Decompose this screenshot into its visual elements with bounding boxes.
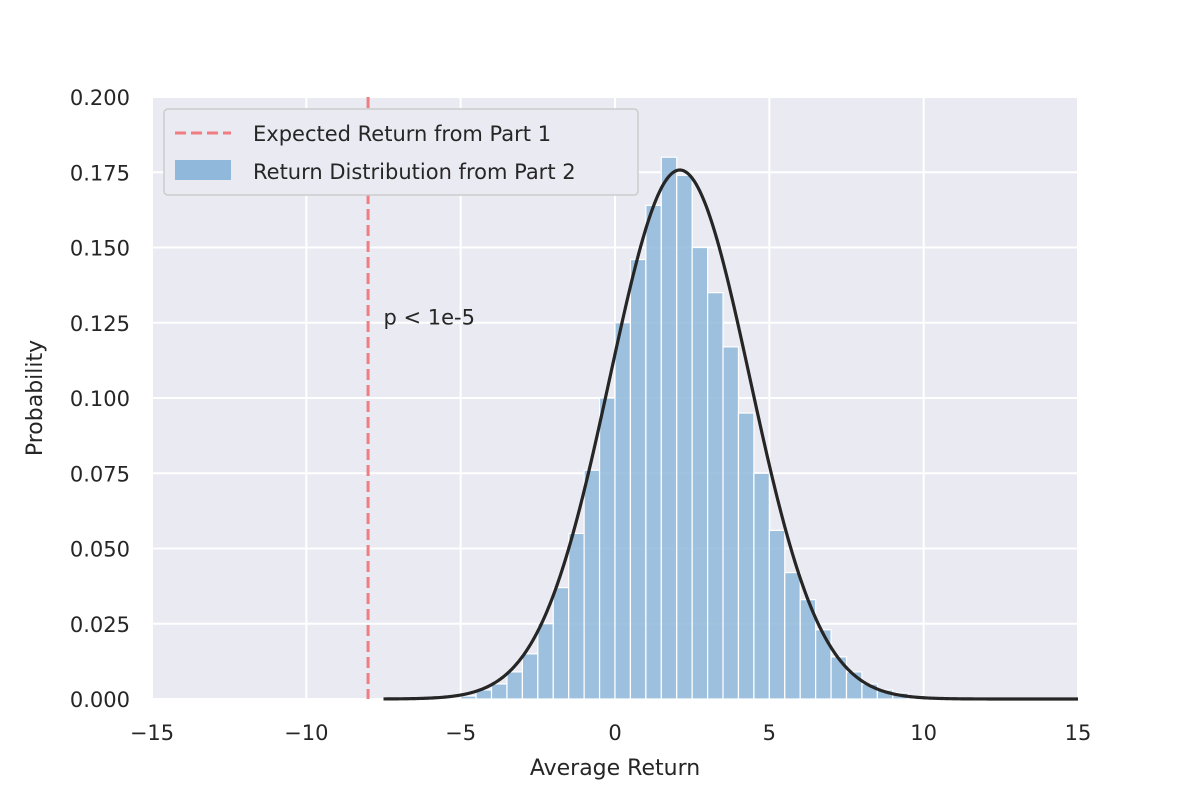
histogram-bar [583, 469, 601, 700]
y-tick-label: 0.175 [70, 161, 130, 185]
x-tick-label: 10 [910, 721, 937, 745]
y-tick-label: 0.125 [70, 312, 130, 336]
normal-fit-curve [383, 168, 1078, 701]
histogram-bar [784, 571, 801, 700]
x-tick-label: −15 [130, 721, 174, 745]
legend-swatch-return-distribution [175, 160, 231, 180]
x-tick-label: −10 [284, 721, 328, 745]
histogram-bar [629, 258, 647, 700]
legend-label-return-distribution: Return Distribution from Part 2 [253, 160, 576, 184]
histogram-bar [460, 695, 477, 700]
x-tick-label: −5 [445, 721, 476, 745]
legend-box [163, 108, 639, 196]
x-tick-label: 5 [763, 721, 776, 745]
histogram-bar [552, 587, 570, 700]
fit-curve-group [383, 168, 1078, 701]
x-axis-ticks: −15 −10 −5 0 5 10 15 [130, 721, 1092, 745]
histogram-bar [753, 472, 770, 700]
y-axis-label: Probability [23, 340, 48, 456]
histogram-bar [490, 683, 508, 700]
histogram-bar [660, 156, 678, 700]
y-tick-label: 0.100 [70, 387, 130, 411]
y-tick-label: 0.000 [70, 688, 130, 712]
histogram-bar [506, 671, 524, 700]
histogram-bar [537, 623, 554, 700]
y-tick-label: 0.150 [70, 237, 130, 261]
histogram-bar [568, 532, 585, 700]
annotation-p-value: p < 1e-5 [384, 306, 476, 330]
y-tick-label: 0.200 [70, 86, 130, 110]
histogram-bar [614, 322, 632, 700]
y-tick-label: 0.050 [70, 538, 130, 562]
histogram-bar [768, 529, 786, 700]
histogram-bars [460, 156, 925, 700]
histogram-bar [598, 397, 616, 700]
histogram-bar [706, 292, 724, 700]
histogram-bar [521, 653, 539, 700]
histogram-bar [645, 204, 662, 700]
legend: Expected Return from Part 1 Return Distr… [163, 108, 639, 196]
x-tick-label: 0 [608, 721, 621, 745]
x-tick-label: 15 [1065, 721, 1092, 745]
histogram-bar [737, 412, 755, 700]
x-axis-label: Average Return [530, 756, 700, 781]
y-axis-ticks: 0.000 0.025 0.050 0.075 0.100 0.125 0.150 0.175… [70, 86, 130, 712]
histogram-bar [815, 629, 832, 700]
histogram-bar [676, 174, 693, 700]
y-tick-label: 0.075 [70, 462, 130, 486]
histogram-bar [691, 246, 709, 700]
y-tick-label: 0.025 [70, 613, 130, 637]
legend-label-expected-return: Expected Return from Part 1 [253, 122, 551, 146]
histogram-bar [722, 346, 740, 700]
